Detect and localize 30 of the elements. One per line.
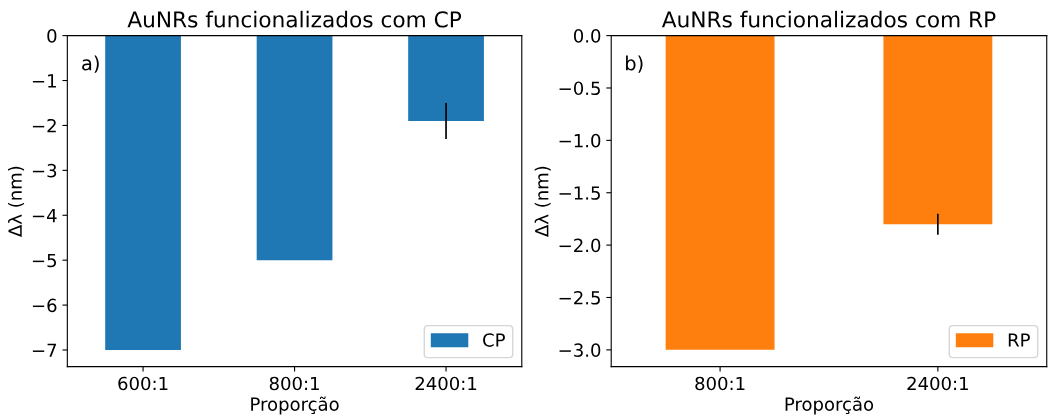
y-tick-label: −1.5 <box>559 186 600 200</box>
y-tick-label: −5 <box>32 253 57 268</box>
y-tick-label: −7 <box>32 343 57 357</box>
annotation: b) <box>626 55 643 73</box>
y-tick-label: −2.0 <box>559 238 601 253</box>
x-tick-label: 2400:1 <box>415 376 477 391</box>
y-tick-label: −3 <box>32 163 57 178</box>
legend-label: RP <box>1008 333 1030 347</box>
chart-title: AuNRs funcionalizados com CP <box>127 10 462 28</box>
y-tick-label: −2 <box>32 118 56 133</box>
y-tick-label: −0.5 <box>559 81 600 96</box>
x-tick-label: 2400:1 <box>907 376 968 391</box>
y-tick-label: −4 <box>32 208 57 223</box>
y-tick-label: −3.0 <box>559 343 601 357</box>
y-tick-label: 0.0 <box>573 29 601 43</box>
y-tick-label: −2.5 <box>559 290 600 305</box>
y-tick-label: 0 <box>47 29 57 43</box>
x-tick-label: 600:1 <box>118 376 168 391</box>
y-axis-title: Δλ (nm) <box>534 166 551 237</box>
annotation: a) <box>82 55 99 73</box>
legend-label: CP <box>483 333 505 347</box>
y-tick-label: −1 <box>32 74 56 88</box>
x-axis-title: Proporção <box>251 396 339 415</box>
y-tick-label: −1.0 <box>559 133 601 148</box>
x-tick-label: 800:1 <box>695 376 745 391</box>
x-tick-label: 800:1 <box>269 376 319 391</box>
y-axis-title: Δλ (nm) <box>7 166 25 237</box>
chart-title: AuNRs funcionalizados com RP <box>661 10 996 28</box>
x-axis-title: Proporção <box>785 396 874 415</box>
y-tick-label: −6 <box>32 298 57 313</box>
